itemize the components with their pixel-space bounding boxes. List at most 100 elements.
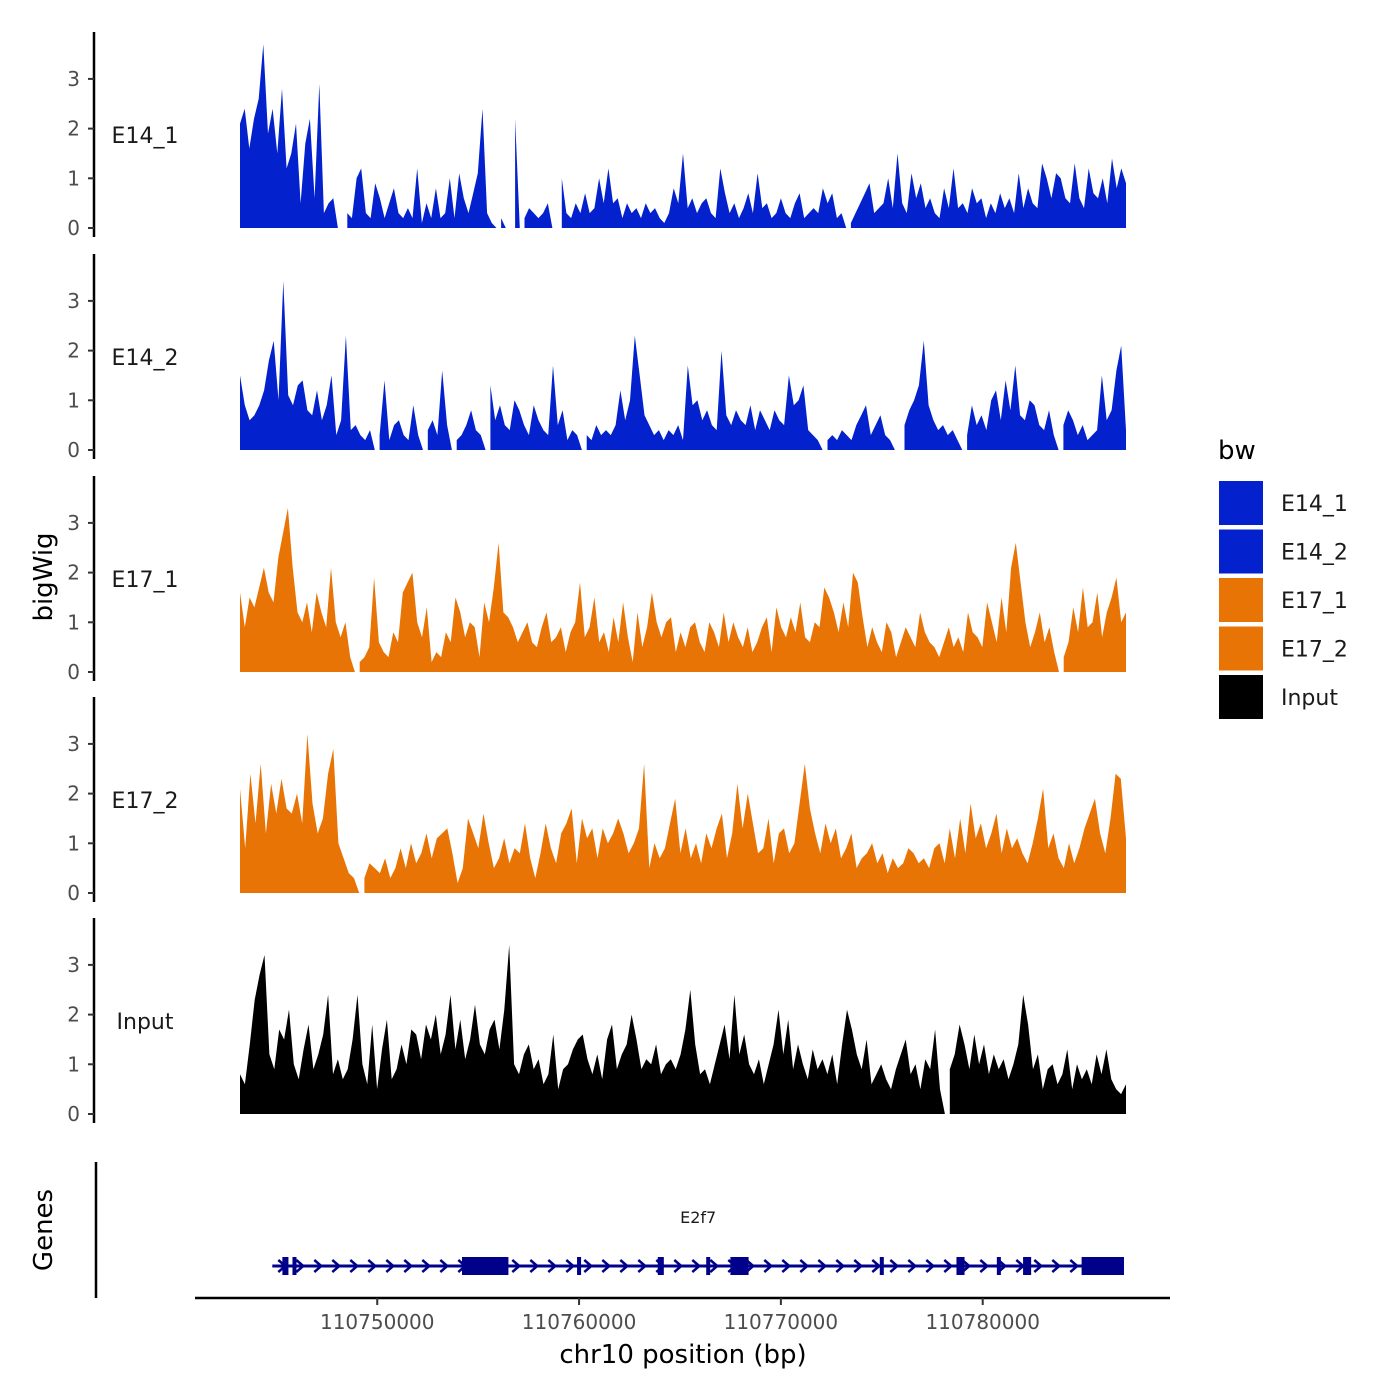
- signal-tracks: 0 1 2 3 E14_1 0 1 2 3 E14_2 0 1 2 3 E17_1 0 1 2 3 E17_2 0 1 2 3…: [67, 32, 1126, 1126]
- y-tick-label: 1: [67, 166, 80, 190]
- strand-arrow: [709, 1259, 720, 1273]
- panel-label-E17_2: E17_2: [112, 789, 179, 814]
- exon: [577, 1257, 582, 1275]
- legend-swatch: [1219, 481, 1263, 525]
- exon: [1081, 1257, 1124, 1275]
- legend-swatch: [1219, 675, 1263, 719]
- legend-label: E17_1: [1281, 589, 1348, 614]
- strand-arrow: [745, 1259, 756, 1273]
- x-tick-label: 110750000: [320, 1310, 435, 1334]
- strand-arrow: [511, 1259, 522, 1273]
- y-tick-label: 0: [67, 438, 80, 462]
- y-tick-label: 2: [67, 561, 80, 585]
- legend-label: Input: [1281, 686, 1338, 711]
- gene-label-E2f7: E2f7: [680, 1208, 716, 1227]
- y-tick-label: 1: [67, 388, 80, 412]
- track-E14_2: 0 1 2 3 E14_2: [67, 254, 1126, 462]
- strand-arrow: [601, 1259, 612, 1273]
- legend: bw E14_1 E14_2 E17_1 E17_2 Input: [1218, 436, 1348, 719]
- strand-arrow: [295, 1259, 306, 1273]
- strand-arrow: [943, 1259, 954, 1273]
- exon: [996, 1257, 1001, 1275]
- signal-area-E17_2: [240, 734, 1126, 893]
- y-tick-label: 3: [67, 732, 80, 756]
- panel-label-E14_1: E14_1: [112, 124, 179, 149]
- panel-label-E14_2: E14_2: [112, 346, 179, 371]
- strand-arrow: [889, 1259, 900, 1273]
- strand-arrow: [979, 1259, 990, 1273]
- exon: [292, 1257, 297, 1275]
- strand-arrow: [421, 1259, 432, 1273]
- legend-title: bw: [1218, 436, 1256, 466]
- legend-item-E17_2: E17_2: [1219, 626, 1348, 671]
- legend-swatch: [1219, 578, 1263, 622]
- strand-arrow: [1033, 1259, 1044, 1273]
- x-ticks: 110750000 110760000 110770000 110780000: [320, 1298, 1040, 1334]
- legend-label: E14_1: [1281, 492, 1348, 517]
- strand-arrow: [403, 1259, 414, 1273]
- x-axis-title: chr10 position (bp): [559, 1340, 806, 1370]
- y-tick-label: 0: [67, 216, 80, 240]
- strand-arrow: [529, 1259, 540, 1273]
- track-E17_2: 0 1 2 3 E17_2: [67, 697, 1126, 905]
- y-tick-label: 3: [67, 953, 80, 977]
- legend-item-E14_2: E14_2: [1219, 529, 1348, 574]
- genes-track-label: Genes: [29, 1189, 59, 1271]
- y-axis-title: bigWig: [29, 532, 59, 621]
- y-tick-label: 2: [67, 1003, 80, 1027]
- gene-E2f7: E2f7: [272, 1208, 1124, 1275]
- strand-arrow: [691, 1259, 702, 1273]
- y-tick-label: 2: [67, 117, 80, 141]
- exon: [462, 1257, 509, 1275]
- x-tick-label: 110770000: [724, 1310, 839, 1334]
- track-E17_1: 0 1 2 3 E17_1: [67, 476, 1126, 684]
- signal-area-E14_1: [240, 44, 1126, 228]
- strand-arrow: [799, 1259, 810, 1273]
- y-tick-label: 0: [67, 1102, 80, 1126]
- y-tick-label: 1: [67, 831, 80, 855]
- signal-area-Input: [240, 945, 1126, 1114]
- panel-label-Input: Input: [117, 1010, 174, 1035]
- exon: [657, 1257, 664, 1275]
- strand-arrow: [367, 1259, 378, 1273]
- strand-arrow: [961, 1259, 972, 1273]
- y-tick-label: 1: [67, 610, 80, 634]
- exon: [282, 1257, 289, 1275]
- strand-arrow: [349, 1259, 360, 1273]
- exon: [879, 1257, 884, 1275]
- exon: [706, 1257, 711, 1275]
- strand-arrow: [871, 1259, 882, 1273]
- exon: [1023, 1257, 1032, 1275]
- strand-arrow: [853, 1259, 864, 1273]
- y-tick-label: 3: [67, 289, 80, 313]
- strand-arrow: [439, 1259, 450, 1273]
- legend-swatch: [1219, 626, 1263, 671]
- exon: [730, 1257, 749, 1275]
- exon: [956, 1257, 965, 1275]
- strand-arrow: [1051, 1259, 1062, 1273]
- y-tick-label: 3: [67, 67, 80, 91]
- strand-arrow: [583, 1259, 594, 1273]
- strand-arrow: [907, 1259, 918, 1273]
- strand-arrow: [781, 1259, 792, 1273]
- legend-label: E17_2: [1281, 638, 1348, 663]
- y-tick-label: 2: [67, 339, 80, 363]
- y-tick-label: 1: [67, 1052, 80, 1076]
- track-E14_1: 0 1 2 3 E14_1: [67, 32, 1126, 240]
- strand-arrow: [817, 1259, 828, 1273]
- panel-label-E17_1: E17_1: [112, 568, 179, 593]
- strand-arrow: [925, 1259, 936, 1273]
- strand-arrow: [673, 1259, 684, 1273]
- x-tick-label: 110780000: [925, 1310, 1040, 1334]
- strand-arrow: [331, 1259, 342, 1273]
- strand-arrow: [763, 1259, 774, 1273]
- track-Input: 0 1 2 3 Input: [67, 918, 1126, 1126]
- y-tick-label: 0: [67, 881, 80, 905]
- strand-arrow: [385, 1259, 396, 1273]
- y-tick-label: 0: [67, 660, 80, 684]
- legend-swatch: [1219, 529, 1263, 574]
- y-tick-label: 3: [67, 511, 80, 535]
- strand-arrow: [565, 1259, 576, 1273]
